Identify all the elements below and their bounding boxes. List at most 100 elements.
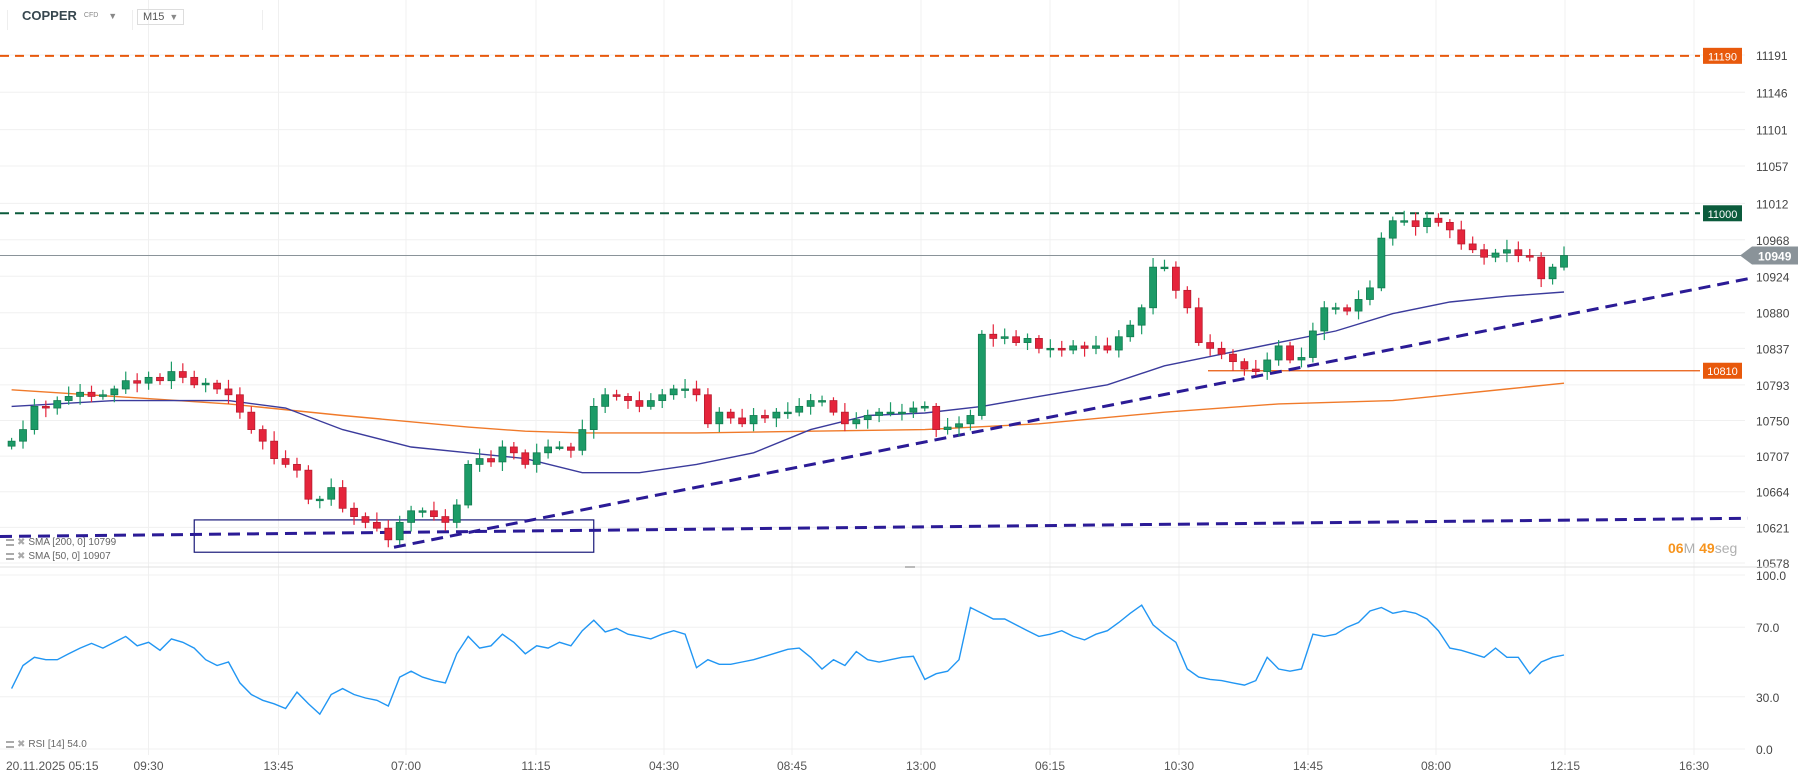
candle-up <box>1297 357 1306 361</box>
candle-up <box>464 463 473 506</box>
candle-down <box>41 405 50 409</box>
divider <box>262 10 263 30</box>
candle-up <box>555 446 564 449</box>
candle-up <box>898 411 906 415</box>
candle-up <box>783 411 792 415</box>
candle-down <box>1080 345 1089 349</box>
price-tick-label: 10968 <box>1756 234 1790 248</box>
price-tick-label: 11191 <box>1756 49 1788 63</box>
candle-up <box>1137 307 1146 326</box>
candle-up <box>1388 220 1397 239</box>
level-price-label: 10810 <box>1707 366 1738 378</box>
candle-down <box>1229 353 1237 363</box>
candle-down <box>304 469 313 500</box>
candle-up <box>681 388 689 391</box>
candle-down <box>270 440 279 459</box>
candle-down <box>281 458 290 465</box>
settings-icon[interactable] <box>6 741 14 748</box>
level-price-tag <box>1703 362 1742 379</box>
candle-down <box>247 411 256 430</box>
trendline[interactable] <box>393 277 1749 549</box>
settings-icon[interactable] <box>6 539 14 546</box>
candle-up <box>955 423 963 428</box>
candle-up <box>327 487 336 500</box>
candle-up <box>1377 237 1386 289</box>
candle-up <box>418 510 427 513</box>
candle-down <box>1434 217 1443 223</box>
candle-up <box>167 371 176 382</box>
candle-down <box>133 380 142 384</box>
candle-down <box>372 521 381 529</box>
candle-up <box>315 498 324 502</box>
candle-up <box>749 415 758 425</box>
level-price-tag <box>1703 47 1742 64</box>
candle-up <box>1126 324 1135 338</box>
candle-down <box>441 516 450 523</box>
time-tick-label: 07:00 <box>391 759 421 773</box>
countdown-seconds-unit: seg <box>1714 540 1738 556</box>
divider <box>132 10 133 30</box>
candle-up <box>7 440 16 447</box>
candle-up <box>1046 347 1055 351</box>
close-icon[interactable]: ✖ <box>17 739 26 750</box>
candle-up <box>1320 307 1329 332</box>
chevron-down-icon[interactable]: ▼ <box>108 10 118 21</box>
settings-icon[interactable] <box>6 553 14 560</box>
instrument-type: CFD <box>83 12 99 19</box>
candle-up <box>886 411 895 415</box>
time-tick-label: 12:15 <box>1550 759 1580 773</box>
candle-down <box>703 394 712 425</box>
sma200-line <box>11 382 1565 434</box>
candle-up <box>532 452 541 465</box>
candle-up <box>1069 345 1078 351</box>
timeframe-value: M15 <box>143 11 165 23</box>
candle-up <box>772 411 781 419</box>
symbol-selector[interactable]: COPPER CFD ▼ <box>22 8 117 23</box>
candle-up <box>30 405 39 430</box>
candle-down <box>738 417 747 425</box>
close-icon[interactable]: ✖ <box>17 551 26 562</box>
time-tick-label: 10:30 <box>1164 759 1194 773</box>
current-price-label: 10949 <box>1758 250 1792 264</box>
time-tick-label: 04:30 <box>649 759 679 773</box>
candle-down <box>1343 307 1352 312</box>
candle-up <box>407 510 416 523</box>
candle-up <box>715 411 724 425</box>
candle-up <box>53 400 62 409</box>
time-tick-label: 14:45 <box>1293 759 1323 773</box>
candle-up <box>1263 359 1272 372</box>
candle-down <box>1480 249 1488 258</box>
candle-up <box>658 394 667 401</box>
candle-up <box>1548 266 1557 280</box>
candle-down <box>1411 220 1420 227</box>
level-price-label: 11000 <box>1708 209 1738 221</box>
time-tick-label: 13:45 <box>263 759 293 773</box>
time-tick-label: 11:15 <box>521 759 550 773</box>
divider <box>7 10 8 30</box>
price-tick-label: 11012 <box>1756 197 1789 211</box>
trendline[interactable] <box>0 516 1749 538</box>
candle-up <box>1491 252 1500 258</box>
panel-resize-handle[interactable] <box>905 566 915 568</box>
candle-up <box>19 429 27 442</box>
time-tick-label: 09:30 <box>133 759 163 773</box>
candle-up <box>110 388 119 396</box>
price-tick-label: 11101 <box>1756 124 1788 138</box>
candle-down <box>1537 256 1546 280</box>
candle-up <box>76 391 84 397</box>
current-price-tag <box>1740 246 1798 265</box>
candle-down <box>989 333 998 339</box>
candle-down <box>487 458 495 463</box>
close-icon[interactable]: ✖ <box>17 537 26 548</box>
candle-down <box>350 507 358 517</box>
timeframe-select[interactable]: M15 ▼ <box>137 9 185 25</box>
chevron-down-icon: ▼ <box>169 12 179 22</box>
price-tick-label: 10924 <box>1756 270 1790 284</box>
candle-up <box>1423 217 1431 227</box>
candle-down <box>384 527 393 541</box>
rsi-tick-label: 30.0 <box>1756 691 1780 705</box>
symbol-name: COPPER <box>22 8 77 23</box>
candle-up <box>201 382 210 386</box>
candle-down <box>509 446 518 454</box>
